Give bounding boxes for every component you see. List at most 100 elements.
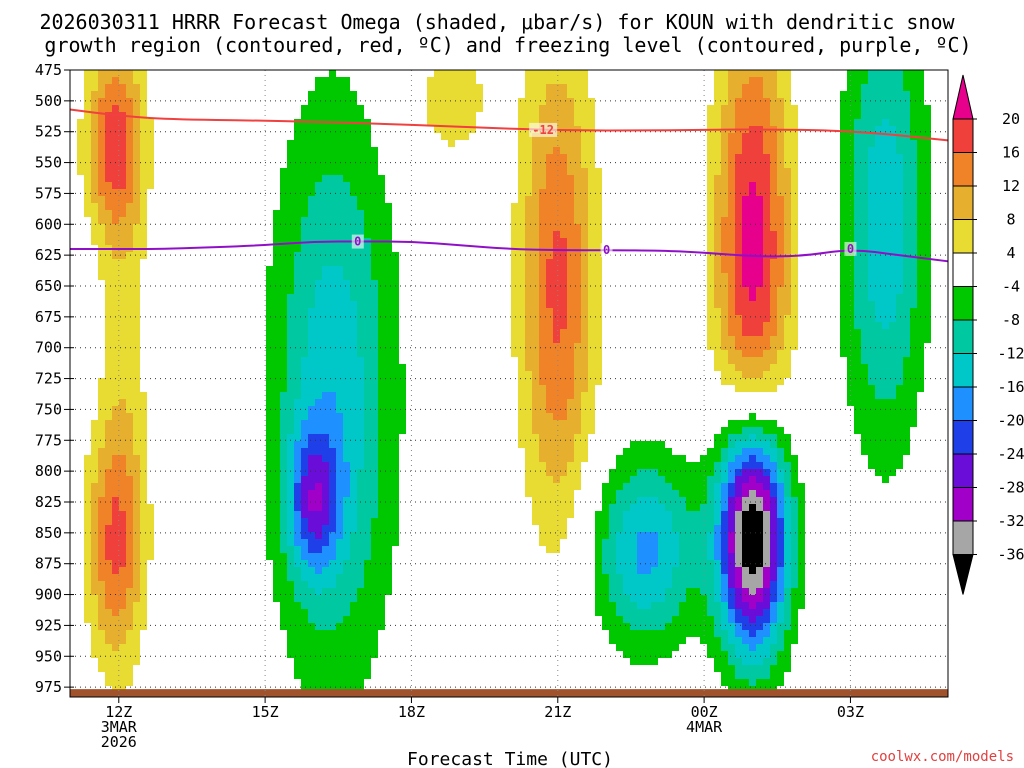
omega-cell (280, 308, 287, 315)
omega-cell (777, 462, 784, 469)
omega-cell (910, 182, 917, 189)
omega-cell (847, 329, 854, 336)
omega-cell (882, 126, 889, 133)
omega-cell (287, 539, 294, 546)
omega-cell (329, 679, 336, 686)
omega-cell (133, 658, 140, 665)
omega-cell (756, 112, 763, 119)
omega-cell (392, 497, 399, 504)
omega-cell (637, 588, 644, 595)
omega-cell (868, 161, 875, 168)
omega-cell (763, 119, 770, 126)
omega-cell (686, 497, 693, 504)
omega-cell (791, 546, 798, 553)
omega-cell (861, 252, 868, 259)
omega-cell (112, 658, 119, 665)
omega-cell (560, 224, 567, 231)
omega-cell (294, 308, 301, 315)
omega-cell (119, 574, 126, 581)
omega-cell (273, 336, 280, 343)
omega-cell (707, 112, 714, 119)
omega-cell (133, 196, 140, 203)
omega-cell (791, 455, 798, 462)
omega-cell (98, 623, 105, 630)
omega-cell (623, 644, 630, 651)
omega-cell (266, 364, 273, 371)
omega-cell (798, 553, 805, 560)
omega-cell (756, 364, 763, 371)
omega-cell (651, 644, 658, 651)
omega-cell (336, 469, 343, 476)
omega-cell (742, 630, 749, 637)
omega-cell (140, 609, 147, 616)
omega-cell (875, 70, 882, 77)
omega-cell (616, 588, 623, 595)
omega-cell (308, 609, 315, 616)
omega-cell (777, 308, 784, 315)
omega-cell (784, 525, 791, 532)
omega-cell (525, 455, 532, 462)
omega-cell (889, 77, 896, 84)
omega-cell (567, 259, 574, 266)
omega-cell (133, 140, 140, 147)
omega-cell (714, 609, 721, 616)
omega-cell (861, 308, 868, 315)
omega-cell (105, 546, 112, 553)
omega-cell (602, 616, 609, 623)
omega-cell (567, 378, 574, 385)
omega-cell (910, 154, 917, 161)
omega-cell (322, 196, 329, 203)
omega-cell (875, 196, 882, 203)
omega-cell (273, 322, 280, 329)
omega-cell (903, 301, 910, 308)
omega-cell (343, 98, 350, 105)
omega-cell (742, 490, 749, 497)
omega-cell (329, 546, 336, 553)
omega-cell (588, 140, 595, 147)
omega-cell (693, 504, 700, 511)
omega-cell (287, 427, 294, 434)
omega-cell (357, 525, 364, 532)
omega-cell (322, 175, 329, 182)
omega-cell (350, 385, 357, 392)
omega-cell (308, 112, 315, 119)
omega-cell (854, 308, 861, 315)
omega-cell (686, 532, 693, 539)
omega-cell (546, 455, 553, 462)
omega-cell (91, 602, 98, 609)
omega-cell (679, 539, 686, 546)
omega-cell (847, 273, 854, 280)
omega-cell (721, 581, 728, 588)
omega-cell (567, 203, 574, 210)
omega-cell (378, 546, 385, 553)
omega-cell (546, 497, 553, 504)
omega-cell (574, 455, 581, 462)
omega-cell (777, 672, 784, 679)
omega-cell (763, 378, 770, 385)
omega-cell (553, 210, 560, 217)
omega-cell (126, 280, 133, 287)
omega-cell (770, 434, 777, 441)
omega-cell (511, 252, 518, 259)
omega-cell (371, 630, 378, 637)
omega-cell (861, 154, 868, 161)
omega-cell (539, 413, 546, 420)
omega-cell (133, 574, 140, 581)
omega-cell (112, 98, 119, 105)
omega-cell (140, 518, 147, 525)
omega-cell (301, 595, 308, 602)
omega-cell (728, 560, 735, 567)
omega-cell (574, 280, 581, 287)
omega-cell (525, 105, 532, 112)
omega-cell (742, 364, 749, 371)
omega-cell (714, 483, 721, 490)
omega-cell (301, 679, 308, 686)
omega-cell (364, 329, 371, 336)
omega-cell (105, 259, 112, 266)
omega-cell (595, 602, 602, 609)
omega-cell (126, 168, 133, 175)
omega-cell (868, 448, 875, 455)
omega-cell (553, 497, 560, 504)
omega-cell (763, 357, 770, 364)
omega-cell (588, 168, 595, 175)
